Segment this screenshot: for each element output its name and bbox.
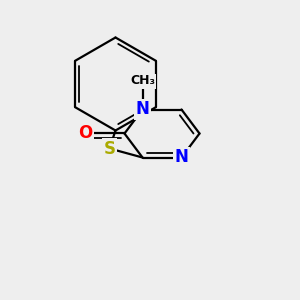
Text: S: S bbox=[103, 140, 116, 158]
Text: N: N bbox=[136, 100, 149, 118]
Text: O: O bbox=[78, 124, 93, 142]
Text: CH₃: CH₃ bbox=[130, 74, 155, 88]
Text: N: N bbox=[175, 148, 188, 166]
